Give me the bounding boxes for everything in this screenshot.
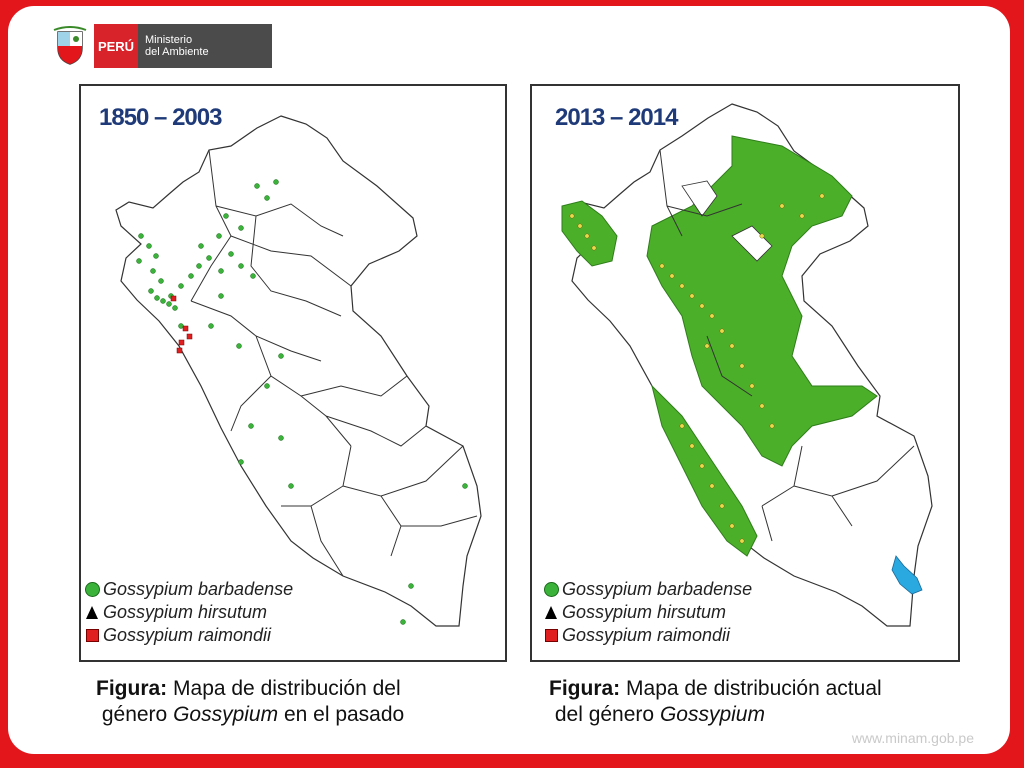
ministry-logo: PERÚ Ministerio del Ambiente <box>52 24 272 68</box>
legend-label: Gossypium raimondii <box>103 625 272 645</box>
caption-line1: Mapa de distribución del <box>173 677 401 700</box>
ministry-line1: Ministerio <box>145 34 193 46</box>
period-label-past: 1850 – 2003 <box>99 104 222 131</box>
legend-item-hirsutum: Gossypium hirsutum <box>542 601 752 624</box>
peru-label: PERÚ <box>94 24 138 68</box>
ministry-line2: del Ambiente <box>145 46 209 58</box>
peru-map-past <box>115 115 482 627</box>
red-square-icon <box>85 629 99 642</box>
map-panel-past: 1850 – 2003 Gossypium barbadense Gossypi… <box>79 84 507 662</box>
caption-genus: Gossypium <box>659 703 765 726</box>
slide: PERÚ Ministerio del Ambiente <box>8 6 1010 754</box>
legend-label: Gossypium hirsutum <box>103 602 268 622</box>
ministry-label: Ministerio del Ambiente <box>138 24 272 68</box>
legend-item-raimondii: Gossypium raimondii <box>542 624 752 647</box>
period-label-current: 2013 – 2014 <box>555 104 678 131</box>
legend-item-barbadense: Gossypium barbadense <box>83 578 293 601</box>
red-points-past <box>170 295 193 354</box>
green-circle-icon <box>84 582 100 597</box>
legend-item-raimondii: Gossypium raimondii <box>83 624 293 647</box>
caption-line2-post: en el pasado <box>278 703 405 726</box>
caption-genus: Gossypium <box>173 703 279 726</box>
legend-label: Gossypium barbadense <box>103 579 294 599</box>
legend-label: Gossypium raimondii <box>562 625 731 645</box>
legend-item-hirsutum: Gossypium hirsutum <box>83 601 293 624</box>
legend-label: Gossypium hirsutum <box>562 602 727 622</box>
caption-current: Figura: Mapa de distribución actual del … <box>549 676 882 728</box>
footer-url[interactable]: www.minam.gob.pe <box>851 730 974 746</box>
legend-item-barbadense: Gossypium barbadense <box>542 578 752 601</box>
peru-map-current <box>561 103 933 627</box>
red-square-icon <box>544 629 558 642</box>
caption-prefix: Figura: <box>549 677 621 700</box>
legend-label: Gossypium barbadense <box>562 579 753 599</box>
legend-past: Gossypium barbadense Gossypium hirsutum … <box>83 578 293 647</box>
green-circle-icon <box>543 582 559 597</box>
legend-current: Gossypium barbadense Gossypium hirsutum … <box>542 578 752 647</box>
caption-prefix: Figura: <box>96 677 168 700</box>
caption-line2-pre: género <box>101 703 174 726</box>
caption-line1: Mapa de distribución actual <box>626 677 882 700</box>
yellow-points-current <box>569 193 825 544</box>
green-points-past <box>136 179 468 625</box>
black-triangle-icon <box>86 606 98 619</box>
caption-past: Figura: Mapa de distribución del género … <box>96 676 404 728</box>
black-triangle-icon <box>545 606 557 619</box>
map-panel-current: 2013 – 2014 Gossypium barbadense Gossypi… <box>530 84 960 662</box>
coat-of-arms-icon <box>53 26 87 65</box>
caption-line2-pre: del género <box>554 703 660 726</box>
